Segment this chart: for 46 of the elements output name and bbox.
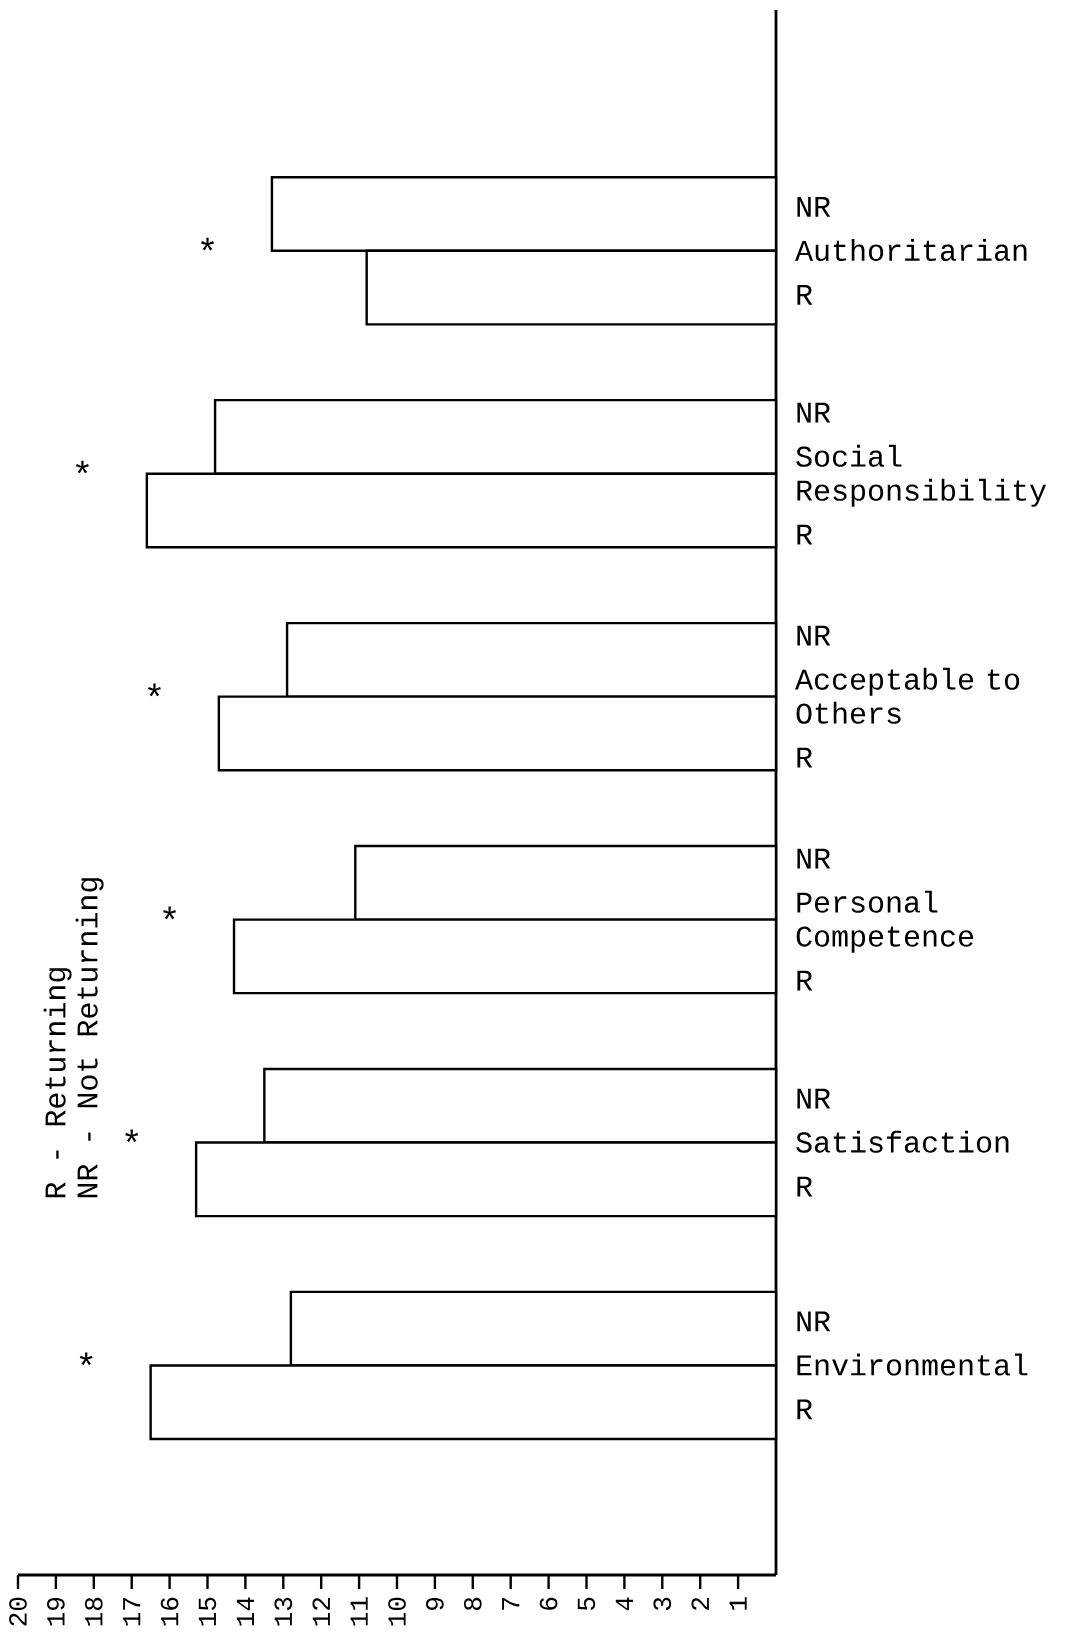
y-tick-label: Personal Competence	[796, 890, 974, 953]
x-tick-label: 12	[312, 1597, 330, 1626]
annotation: R - Returning	[43, 968, 72, 1198]
text: NR	[797, 848, 831, 869]
x-tick-label: 10	[388, 1597, 406, 1626]
x-tick-label: 19	[47, 1597, 65, 1626]
x-tick-label: 16	[160, 1597, 179, 1626]
x-tick-label: 14	[236, 1597, 254, 1626]
x-tick-label: 13	[274, 1597, 293, 1626]
text: R	[797, 970, 813, 991]
text: NR	[797, 402, 831, 423]
text: NR	[797, 625, 831, 646]
y-tick-label: Authoritarian	[795, 238, 1027, 261]
annotation: NR - Not Returning	[75, 878, 104, 1198]
annotation: *	[201, 237, 214, 251]
annotation: *	[147, 683, 161, 697]
x-tick-label: 2	[691, 1597, 709, 1610]
y-tick-label: Acceptable to Others	[795, 667, 1020, 724]
x-tick-label: 6	[539, 1597, 558, 1610]
annotation: *	[79, 1352, 93, 1366]
annotation: *	[125, 1129, 139, 1143]
x-tick-label: 4	[615, 1597, 633, 1611]
text: NR	[797, 1088, 831, 1109]
annotation: *	[163, 906, 177, 920]
series-label: NR	[797, 196, 831, 217]
y-tick-label: Environmental	[797, 1353, 1028, 1376]
x-tick-label: 15	[198, 1597, 217, 1626]
x-tick-label: 18	[84, 1597, 103, 1626]
x-tick-label: 7	[502, 1598, 520, 1610]
text: NR	[797, 1311, 831, 1332]
text: R	[797, 1176, 813, 1197]
x-tick-label: 17	[123, 1598, 141, 1626]
x-tick-label: 11	[350, 1597, 368, 1626]
annotation: *	[75, 460, 89, 474]
y-tick-label: Social Responsibility	[796, 444, 1047, 507]
series-label: R	[797, 284, 813, 305]
x-tick-label: 3	[653, 1597, 672, 1611]
x-tick-label: 5	[577, 1597, 596, 1611]
x-tick-label: 8	[463, 1597, 482, 1610]
x-tick-label: 9	[426, 1597, 444, 1610]
x-tick-label: 20	[9, 1597, 27, 1626]
text: R	[797, 524, 813, 545]
text: R	[797, 1399, 813, 1420]
text: R	[797, 747, 813, 768]
y-tick-label: Satisfaction	[796, 1130, 1009, 1153]
x-tick-label: 1	[729, 1597, 747, 1610]
